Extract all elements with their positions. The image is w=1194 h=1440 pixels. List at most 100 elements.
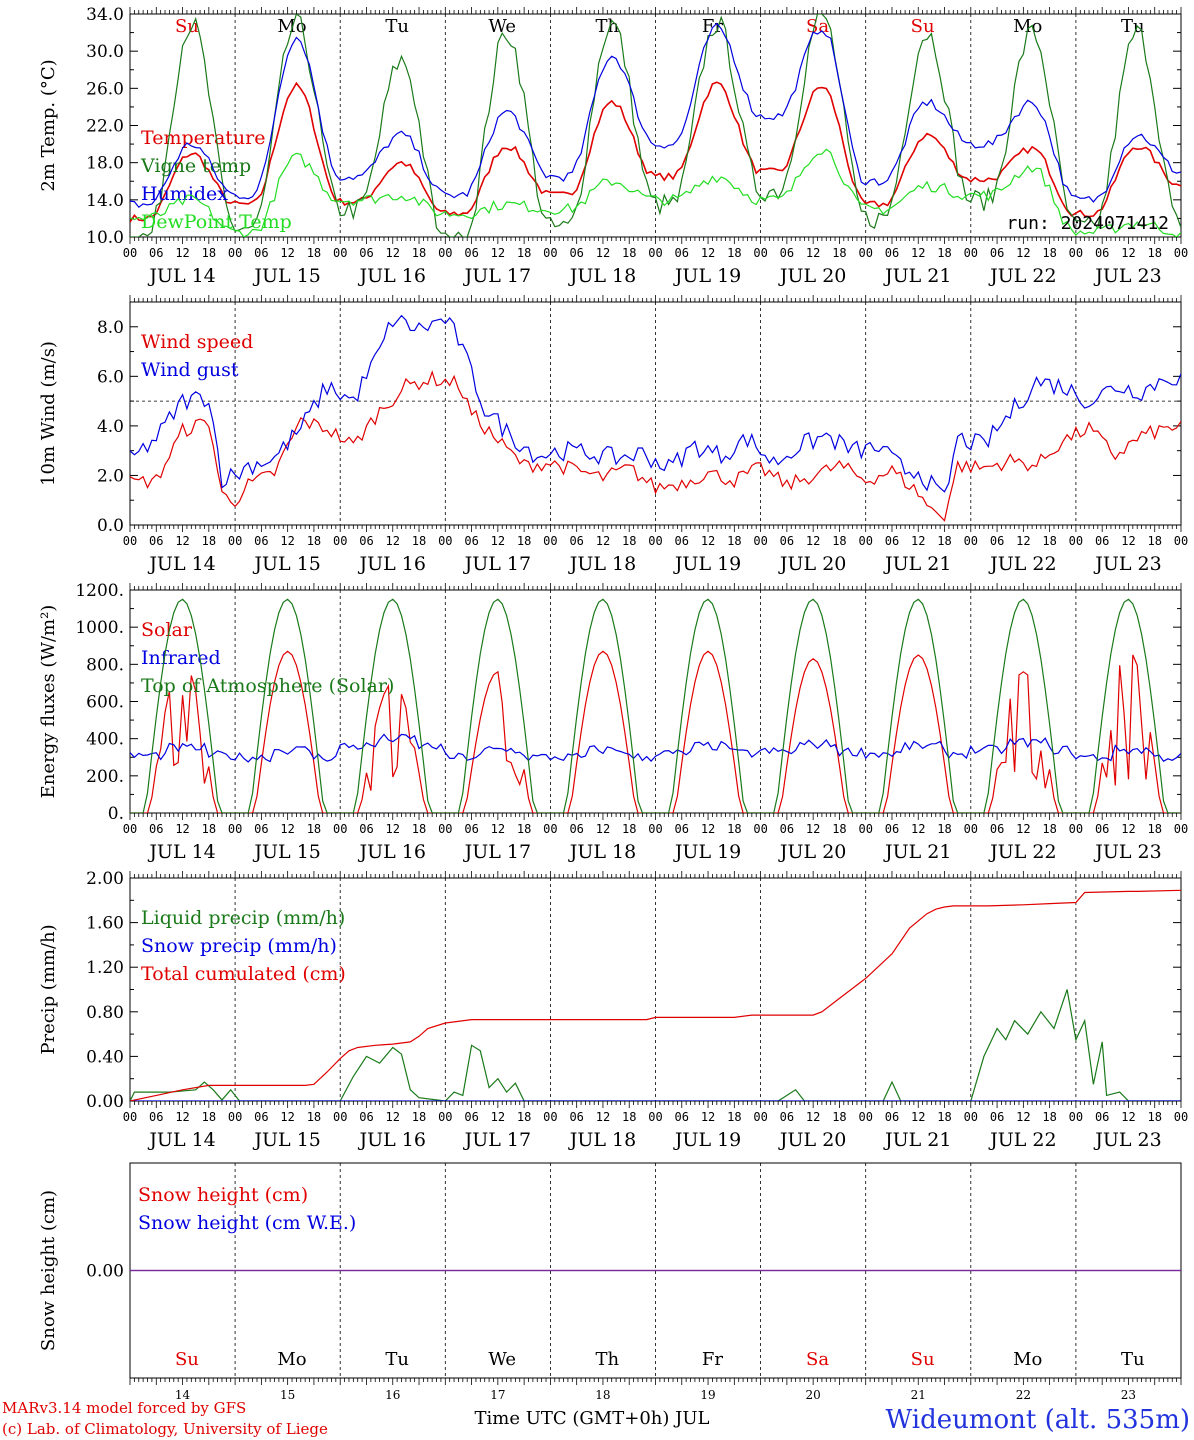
date-label: JUL 14 — [147, 553, 215, 575]
hour-tick-label: 12 — [491, 822, 505, 836]
lab-credit: (c) Lab. of Climatology, University of L… — [2, 1420, 328, 1438]
day-number: 20 — [806, 1388, 821, 1402]
hour-tick-label: 00 — [438, 246, 452, 260]
y-tick-label: 10.0 — [86, 228, 124, 248]
hour-tick-label: 12 — [175, 534, 189, 548]
y-tick-label: 200. — [86, 767, 124, 787]
hour-tick-label: 06 — [780, 534, 794, 548]
hour-tick-label: 18 — [412, 1110, 426, 1124]
hour-tick-label: 06 — [780, 1110, 794, 1124]
hour-tick-label: 12 — [280, 534, 294, 548]
hour-tick-label: 12 — [386, 1110, 400, 1124]
date-label: JUL 18 — [568, 553, 636, 575]
hour-tick-label: 12 — [1121, 534, 1135, 548]
legend-entry: Temperature — [141, 127, 265, 149]
hour-tick-label: 12 — [596, 1110, 610, 1124]
hour-tick-label: 12 — [280, 246, 294, 260]
day-number: 16 — [385, 1388, 400, 1402]
x-axis-label: Time UTC (GMT+0h) JUL — [475, 1408, 710, 1429]
hour-tick-label: 06 — [885, 534, 899, 548]
hour-tick-label: 12 — [386, 534, 400, 548]
hour-tick-label: 12 — [386, 246, 400, 260]
hour-tick-label: 00 — [438, 534, 452, 548]
hour-tick-label: 00 — [123, 246, 137, 260]
date-label: JUL 16 — [358, 265, 426, 287]
weekday-label: Tu — [1121, 16, 1145, 37]
y-tick-label: 26.0 — [86, 79, 124, 99]
date-label: JUL 22 — [988, 1129, 1056, 1151]
hour-tick-label: 00 — [648, 534, 662, 548]
series-line-wind-gust — [130, 314, 1181, 493]
weekday-label: Su — [911, 1349, 935, 1370]
hour-tick-label: 18 — [622, 534, 636, 548]
hour-tick-label: 00 — [438, 1110, 452, 1124]
hour-tick-label: 12 — [280, 822, 294, 836]
date-label: JUL 15 — [252, 841, 320, 863]
hour-tick-label: 00 — [753, 1110, 767, 1124]
hour-tick-label: 12 — [911, 1110, 925, 1124]
hour-tick-label: 06 — [1095, 246, 1109, 260]
day-number: 14 — [175, 1388, 191, 1402]
hour-tick-label: 00 — [1174, 534, 1188, 548]
weekday-label: Mo — [277, 1349, 306, 1370]
date-label: JUL 20 — [778, 841, 846, 863]
hour-tick-label: 00 — [543, 1110, 557, 1124]
series-line-total-cumulated-cm- — [130, 889, 1181, 1101]
hour-tick-label: 18 — [412, 534, 426, 548]
hour-tick-label: 06 — [675, 1110, 689, 1124]
hour-tick-label: 12 — [491, 1110, 505, 1124]
hour-tick-label: 12 — [175, 246, 189, 260]
hour-tick-label: 00 — [543, 246, 557, 260]
date-label: JUL 23 — [1093, 265, 1161, 287]
date-label: JUL 23 — [1093, 841, 1161, 863]
hour-tick-label: 12 — [386, 822, 400, 836]
y-tick-label: 0.0 — [97, 516, 124, 536]
hour-tick-label: 00 — [964, 246, 978, 260]
hour-tick-label: 18 — [727, 534, 741, 548]
hour-tick-label: 12 — [806, 1110, 820, 1124]
date-label: JUL 15 — [252, 265, 320, 287]
day-numbers: 14 15 16 17 18 19 20 21 22 23 — [175, 1388, 1136, 1402]
hour-tick-label: 06 — [569, 822, 583, 836]
date-label: JUL 17 — [463, 553, 531, 575]
y-tick-label: 34.0 — [86, 5, 124, 25]
hour-tick-label: 00 — [1069, 246, 1083, 260]
hour-tick-label: 18 — [517, 822, 531, 836]
hour-tick-label: 18 — [202, 246, 216, 260]
panel-wind: 00 06 12 18 JUL 14 00 06 12 18 JUL 15 00 06 12 18 JUL … — [38, 295, 1188, 575]
hour-tick-label: 12 — [596, 534, 610, 548]
legend-entry: Top of Atmosphere (Solar) — [141, 675, 394, 697]
hour-tick-label: 06 — [569, 1110, 583, 1124]
hour-tick-label: 12 — [1121, 1110, 1135, 1124]
date-label: JUL 23 — [1093, 553, 1161, 575]
hour-tick-label: 06 — [675, 822, 689, 836]
hour-tick-label: 06 — [885, 822, 899, 836]
hour-tick-label: 00 — [333, 1110, 347, 1124]
hour-tick-label: 18 — [937, 534, 951, 548]
date-label: JUL 17 — [463, 265, 531, 287]
date-label: JUL 20 — [778, 553, 846, 575]
date-label: JUL 18 — [568, 841, 636, 863]
hour-tick-label: 18 — [1042, 1110, 1056, 1124]
date-label: JUL 21 — [883, 841, 951, 863]
weekday-label: Su — [175, 1349, 199, 1370]
y-tick-label: 22.0 — [86, 117, 124, 137]
legend-entry: Humidex — [141, 183, 228, 205]
date-label: JUL 19 — [673, 1129, 741, 1151]
hour-tick-label: 00 — [648, 822, 662, 836]
legend-entry: DewPoint Temp — [141, 211, 292, 233]
y-tick-label: 6.0 — [97, 367, 124, 387]
series-line-top-of-atmosphere-solar- — [130, 598, 1181, 813]
hour-tick-label: 06 — [464, 822, 478, 836]
date-label: JUL 22 — [988, 553, 1056, 575]
date-label: JUL 14 — [147, 265, 215, 287]
date-label: JUL 22 — [988, 841, 1056, 863]
date-label: JUL 16 — [358, 553, 426, 575]
hour-tick-label: 06 — [464, 1110, 478, 1124]
y-tick-label: 600. — [86, 693, 124, 713]
hour-tick-label: 12 — [806, 246, 820, 260]
hour-tick-label: 12 — [175, 822, 189, 836]
weekday-label: Th — [596, 16, 620, 37]
date-label: JUL 19 — [673, 553, 741, 575]
